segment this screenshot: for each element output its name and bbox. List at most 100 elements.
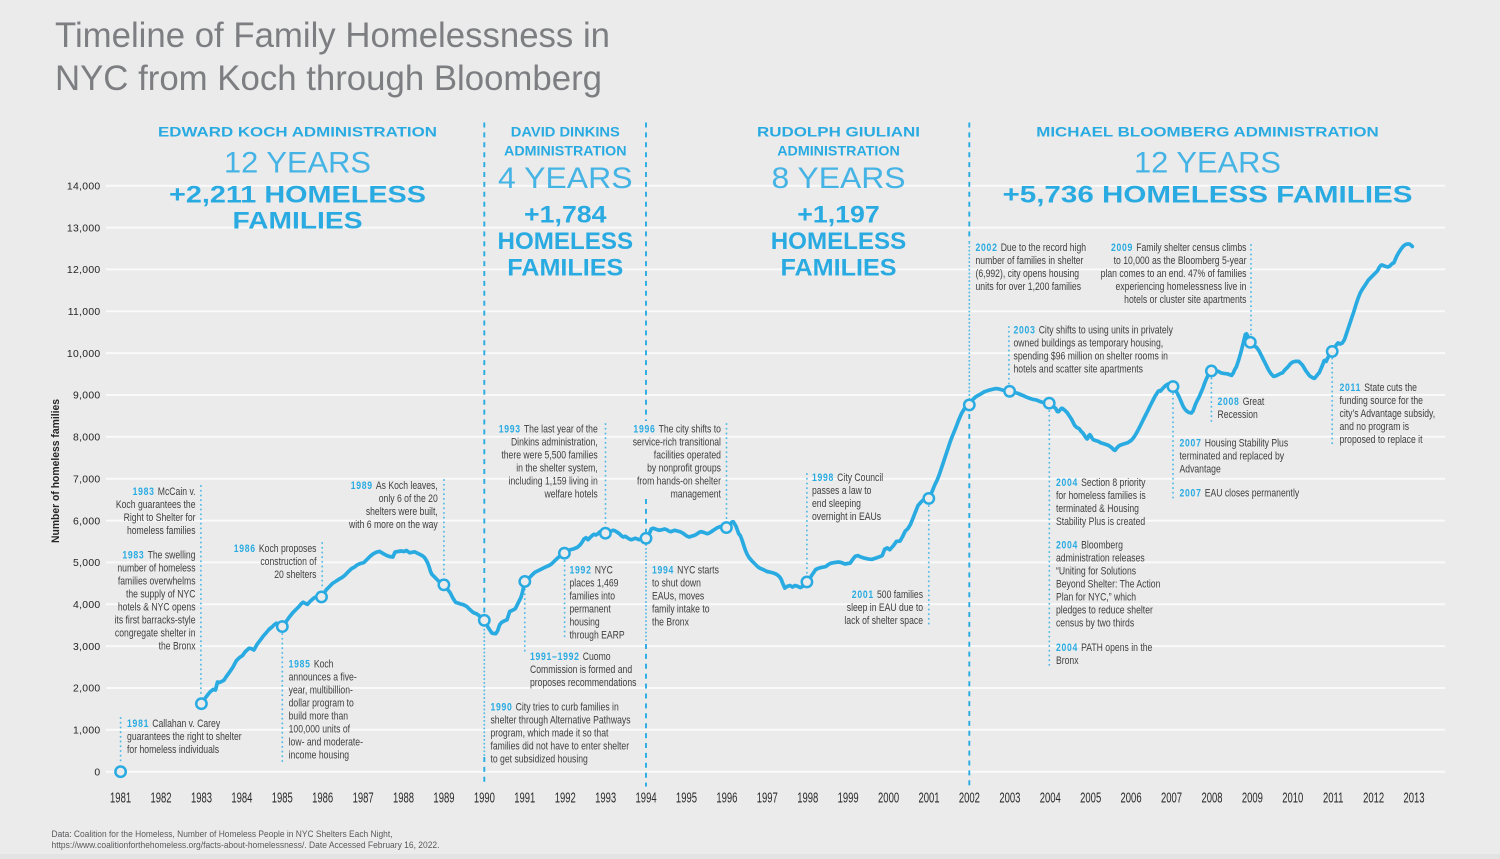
svg-text:Recession: Recession [1218,409,1258,421]
svg-text:including 1,159 living in: including 1,159 living in [509,476,598,488]
svg-text:Commission is formed and: Commission is formed and [530,664,632,676]
svg-text:DAVID DINKINS: DAVID DINKINS [511,123,620,139]
svg-text:2003: 2003 [999,790,1020,807]
svg-text:by nonprofit groups: by nonprofit groups [647,463,721,475]
svg-text:2008: 2008 [1201,790,1222,807]
svg-text:to get subsidized housing: to get subsidized housing [490,754,587,766]
svg-text:1996: 1996 [716,790,737,807]
svg-text:administration releases: administration releases [1056,553,1145,565]
svg-text:2009 Family shelter census cli: 2009 Family shelter census climbs [1111,242,1247,254]
svg-text:1993 The last year of the: 1993 The last year of the [499,424,598,436]
svg-text:1991: 1991 [514,790,535,807]
svg-text:2,000: 2,000 [73,684,101,695]
svg-text:2009: 2009 [1242,790,1263,807]
svg-text:12,000: 12,000 [67,265,101,276]
svg-text:2004 Section 8 priority: 2004 Section 8 priority [1056,477,1146,489]
svg-text:housing: housing [570,617,600,629]
svg-text:0: 0 [94,767,100,778]
svg-text:1,000: 1,000 [73,726,101,737]
svg-text:2001: 2001 [919,790,940,807]
svg-text:ADMINISTRATION: ADMINISTRATION [504,143,627,159]
svg-text:1983: 1983 [191,790,212,807]
svg-text:proposed to replace it: proposed to replace it [1340,434,1423,446]
svg-text:2003 City shifts to using unit: 2003 City shifts to using units in priva… [1014,325,1174,337]
svg-text:8 YEARS: 8 YEARS [772,162,906,195]
svg-text:homeless families: homeless families [127,525,196,537]
svg-text:with 6 more on the way: with 6 more on the way [348,519,438,531]
svg-text:12 YEARS: 12 YEARS [224,146,371,179]
svg-text:1990 City tries to curb famili: 1990 City tries to curb families in [490,702,618,714]
svg-text:+5,736 HOMELESS FAMILIES: +5,736 HOMELESS FAMILIES [1003,182,1413,209]
svg-text:passes a law to: passes a law to [812,485,872,497]
svg-text:1985: 1985 [272,790,293,807]
svg-text:there were 5,500 families: there were 5,500 families [501,450,597,462]
svg-text:HOMELESS: HOMELESS [771,228,907,255]
svg-text:1996 The city shifts to: 1996 The city shifts to [633,424,721,436]
svg-text:guarantees the right to shelte: guarantees the right to shelter [127,731,242,743]
svg-text:1981 Callahan v. Carey: 1981 Callahan v. Carey [127,718,220,730]
svg-text:FAMILIES: FAMILIES [781,255,897,282]
svg-text:RUDOLPH GIULIANI: RUDOLPH GIULIANI [757,123,920,139]
svg-text:service-rich transitional: service-rich transitional [633,437,721,449]
svg-text:congregate shelter in: congregate shelter in [115,627,196,639]
svg-text:and no program is: and no program is [1340,421,1410,433]
svg-text:“Uniting for Solutions: “Uniting for Solutions [1056,566,1136,578]
svg-text:management: management [671,489,722,501]
svg-text:terminated and replaced by: terminated and replaced by [1180,451,1285,463]
svg-text:families into: families into [570,591,616,603]
svg-text:spending $96 million on shelte: spending $96 million on shelter rooms in [1014,351,1168,363]
svg-text:4 YEARS: 4 YEARS [498,162,633,195]
svg-text:plan comes to an end. 47% of f: plan comes to an end. 47% of families [1101,268,1247,280]
svg-text:Advantage: Advantage [1180,464,1221,476]
svg-text:EAUs, moves: EAUs, moves [652,591,704,603]
svg-text:3,000: 3,000 [73,642,101,653]
svg-text:100,000 units of: 100,000 units of [289,723,351,735]
svg-text:to shut down: to shut down [652,578,701,590]
svg-text:only 6 of the 20: only 6 of the 20 [379,493,439,505]
svg-text:1994 NYC starts: 1994 NYC starts [652,565,719,577]
svg-text:2002 Due to the record high: 2002 Due to the record high [976,242,1087,254]
svg-text:Number of homeless families: Number of homeless families [50,399,62,543]
svg-text:low- and moderate-: low- and moderate- [289,736,363,748]
svg-text:5,000: 5,000 [73,558,101,569]
svg-text:12 YEARS: 12 YEARS [1134,146,1281,179]
svg-text:to 10,000 as the Bloomberg 5-y: to 10,000 as the Bloomberg 5-year [1114,255,1248,267]
svg-text:2007 EAU closes permanently: 2007 EAU closes permanently [1180,488,1300,500]
svg-text:year, multibillion-: year, multibillion- [289,684,353,696]
svg-text:FAMILIES: FAMILIES [507,255,623,282]
svg-text:Stability Plus is created: Stability Plus is created [1056,516,1145,528]
svg-text:13,000: 13,000 [67,223,101,234]
svg-text:the Bronx: the Bronx [159,640,196,652]
svg-text:1986: 1986 [312,790,333,807]
svg-text:HOMELESS: HOMELESS [498,228,634,255]
svg-text:family intake to: family intake to [652,604,710,616]
svg-text:1997: 1997 [757,790,778,807]
svg-text:2004 PATH opens in the: 2004 PATH opens in the [1056,642,1152,654]
svg-text:1989: 1989 [433,790,454,807]
svg-text:permanent: permanent [570,604,611,616]
svg-text:1983 McCain v.: 1983 McCain v. [133,486,196,498]
svg-text:ADMINISTRATION: ADMINISTRATION [777,143,900,159]
svg-text:1982: 1982 [151,790,172,807]
svg-text:1990: 1990 [474,790,495,807]
svg-text:construction of: construction of [260,556,316,568]
svg-text:8,000: 8,000 [73,433,101,444]
svg-text:2013: 2013 [1403,790,1424,807]
svg-text:+1,784: +1,784 [524,202,607,229]
svg-text:2011 State cuts the: 2011 State cuts the [1340,382,1417,394]
svg-text:places 1,469: places 1,469 [570,578,619,590]
svg-text:sleep in EAU due to: sleep in EAU due to [847,602,924,614]
svg-text:+2,211 HOMELESS: +2,211 HOMELESS [169,182,426,209]
svg-text:1995: 1995 [676,790,697,807]
svg-text:6,000: 6,000 [73,516,101,527]
svg-text:1992 NYC: 1992 NYC [570,565,613,577]
svg-text:census by two thirds: census by two thirds [1056,618,1134,630]
svg-text:2012: 2012 [1363,790,1384,807]
svg-text:2004: 2004 [1040,790,1061,807]
svg-text:2004 Bloomberg: 2004 Bloomberg [1056,540,1123,552]
svg-text:proposes recommendations: proposes recommendations [530,677,637,689]
svg-text:dollar program to: dollar program to [289,697,355,709]
svg-text:2008 Great: 2008 Great [1218,396,1265,408]
svg-text:units for over 1,200 families: units for over 1,200 families [976,281,1082,293]
svg-text:1992: 1992 [555,790,576,807]
